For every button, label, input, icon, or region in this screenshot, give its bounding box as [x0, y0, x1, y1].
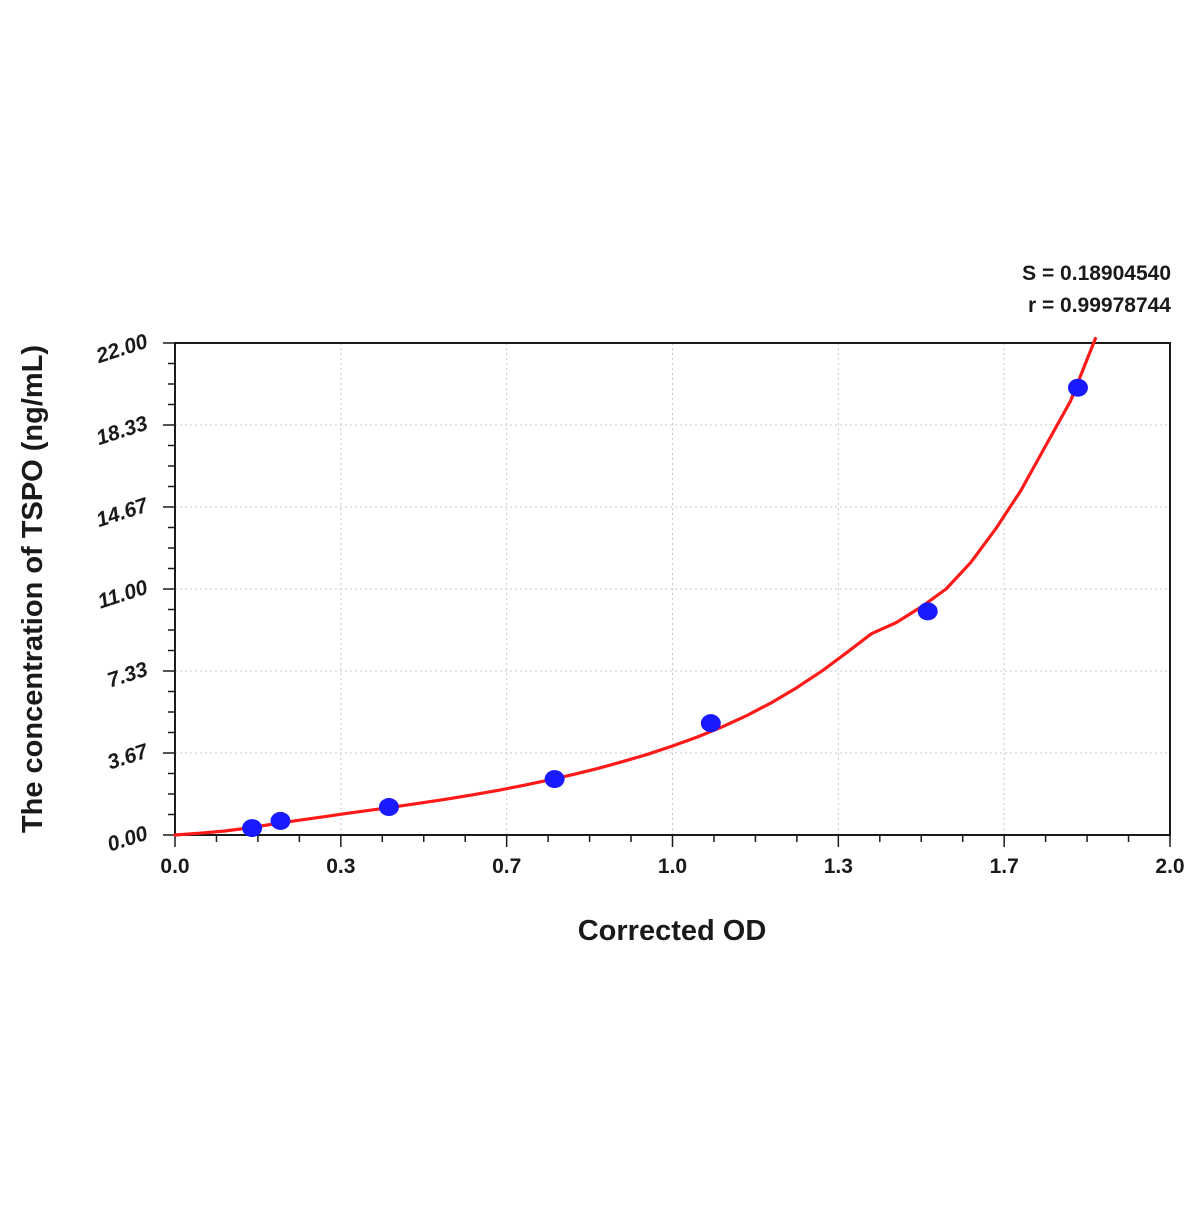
stat-r-label: r = 0.99978744: [1028, 294, 1171, 317]
y-tick-label: 18.33: [93, 412, 150, 450]
ticks-layer: [163, 342, 1171, 847]
data-point: [700, 714, 721, 733]
data-layer: [173, 336, 1097, 838]
x-tick-label: 0.7: [492, 855, 521, 878]
y-tick-label: 22.00: [92, 330, 150, 369]
x-tick-label: 1.3: [824, 855, 853, 878]
y-tick-label: 14.67: [93, 493, 151, 532]
data-point: [1067, 378, 1088, 397]
x-tick-label: 0.3: [326, 855, 355, 878]
x-tick-label: 1.0: [658, 855, 687, 878]
grid-layer: [175, 343, 1170, 835]
data-point: [917, 602, 938, 621]
stat-s-label: S = 0.18904540: [1022, 262, 1171, 285]
y-tick-label: 11.00: [95, 576, 151, 614]
data-point: [544, 770, 565, 789]
data-point: [242, 819, 263, 838]
x-tick-label: 0.0: [160, 855, 189, 878]
x-axis-title: Corrected OD: [578, 915, 767, 947]
tick-labels-layer: 0.0 0.3 0.7 1.0 1.3 1.7 2.0 0.00 3.67 7.33 11.00 14…: [92, 330, 1184, 878]
fit-curve: [173, 336, 1097, 837]
y-tick-label: 0.00: [105, 822, 151, 857]
x-tick-label: 2.0: [1155, 855, 1184, 878]
x-tick-label: 1.7: [990, 855, 1019, 878]
y-tick-label: 3.67: [105, 739, 152, 774]
y-tick-label: 7.33: [105, 658, 151, 693]
y-axis-title: The concentration of TSPO (ng/mL): [17, 345, 49, 833]
data-point: [378, 798, 399, 817]
data-point: [270, 811, 291, 830]
